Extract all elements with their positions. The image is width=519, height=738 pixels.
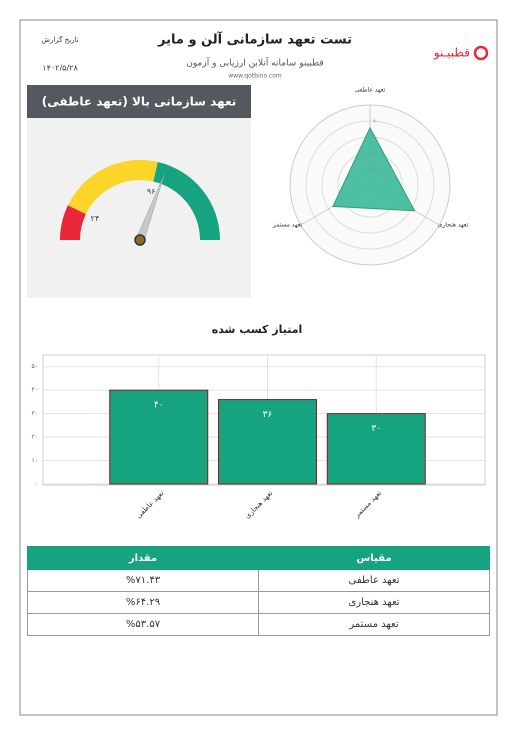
x-tick-label: تعهد عاطفی [135,489,166,520]
y-tick-label: ۰ [35,481,38,488]
bar [218,399,317,485]
radar-category-label: تعهد هنجاری [438,222,469,229]
y-tick-label: ۲۰ [32,434,38,441]
radar-category-label: تعهد عاطفی [355,87,386,94]
logo-icon [473,45,489,61]
gauge-panel [27,85,251,298]
report-subtitle: قطبینو سامانه آنلاین ارزیابی و آزمون [186,57,323,69]
radar-tick-label: ۲۰ [373,167,378,173]
bar [326,413,426,485]
radar-category-label: تعهد مستمر [272,222,303,229]
score-table: مقیاس مقدار تعهد عاطفی %۷۱.۴۳ تعهد هنجاری… [27,546,490,636]
cell: %۶۴.۲۹ [27,591,259,614]
gauge-band [67,160,158,214]
cell: %۵۳.۵۷ [27,613,259,636]
cell: %۷۱.۴۳ [27,569,259,592]
bar-title: امتیاز کسب شده [212,323,303,336]
radar-tick-label: ۴۰ [373,151,378,157]
cell: تعهد مستمر [258,613,490,636]
gauge-hub [134,234,146,246]
radar-tick-label: ۸۰ [373,119,378,125]
plot-frame [42,354,486,486]
gauge-title: تعهد سازمانی بالا (تعهد عاطفی) [42,95,236,109]
cell: تعهد عاطفی [258,569,490,592]
gauge-band [153,162,220,240]
logo: قطبیـنو [433,46,470,61]
bar-value-label: ۳۰ [371,424,381,434]
radar-tick-label: ۶۰ [373,135,378,141]
x-tick-label: تعهد هنجاری [243,489,274,520]
column-header: مقدار [27,546,259,570]
report-title: تست تعهد سازمانی آلن و مایر [157,31,352,48]
gauge-tick-label: ۲۴ [91,214,100,223]
bar-value-label: ۳۶ [263,410,273,420]
x-tick-label: تعهد مستمر [352,489,383,520]
gauge-header [27,85,251,118]
y-tick-label: ۴۰ [32,387,38,394]
y-tick-label: ۱۰ [32,457,38,464]
y-tick-label: ۳۰ [32,410,38,417]
cell: تعهد هنجاری [258,591,490,614]
bar-value-label: ۴۰ [154,401,164,411]
website: www.qotbino.com [228,73,282,80]
radar-area [332,126,416,212]
page-frame [19,19,498,716]
bar [109,389,209,485]
column-header: مقیاس [258,546,490,570]
date: ۱۴۰۲/۵/۲۸ [42,64,78,73]
y-tick-label: ۵۰ [32,363,38,370]
gauge-band [60,205,86,240]
date-label: تاریخ گزارش [41,35,78,44]
gauge-tick-label: ۹۶ [147,187,156,196]
